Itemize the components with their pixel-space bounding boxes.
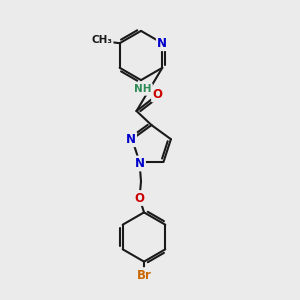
Text: O: O <box>152 88 163 101</box>
Text: N: N <box>126 133 136 146</box>
Text: O: O <box>134 191 145 205</box>
Text: CH₃: CH₃ <box>91 35 112 45</box>
Text: N: N <box>157 37 167 50</box>
Text: Br: Br <box>136 268 152 282</box>
Text: N: N <box>134 157 145 170</box>
Text: NH: NH <box>134 84 152 94</box>
